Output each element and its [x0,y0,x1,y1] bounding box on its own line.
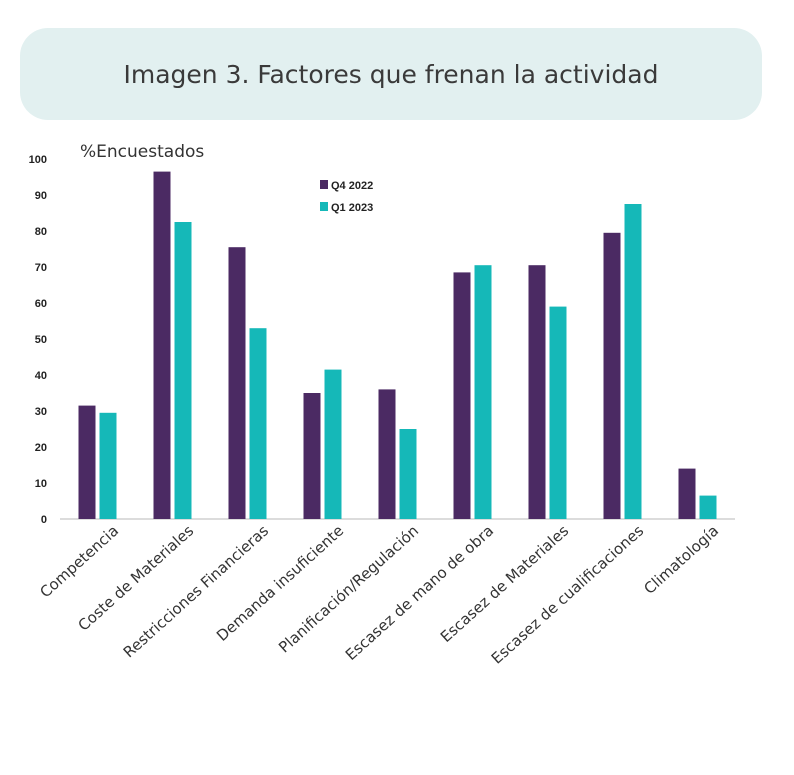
y-tick-label: 30 [35,406,47,418]
y-tick-label: 20 [35,442,47,454]
bar-q1-2023 [324,369,342,519]
bar-q1-2023 [174,222,192,519]
bar-q1-2023 [474,265,492,519]
y-tick-label: 90 [35,190,47,202]
y-tick-label: 60 [35,298,47,310]
bar-q1-2023 [99,412,117,519]
bar-q4-2022 [228,247,246,519]
bar-q4-2022 [678,468,696,519]
y-tick-label: 50 [35,334,47,346]
x-tick-label: Climatología [640,522,722,598]
bar-q4-2022 [153,171,171,519]
legend-swatch [320,202,328,211]
y-tick-label: 40 [35,370,47,382]
x-tick-label: Demanda insuficiente [213,522,347,645]
bar-q4-2022 [378,389,396,519]
bar-q1-2023 [624,204,642,519]
bar-q1-2023 [549,306,567,519]
x-tick-label: Escasez de cualificaciones [488,521,648,667]
bar-q4-2022 [528,265,546,519]
bar-q4-2022 [603,232,621,520]
y-tick-label: 10 [35,478,47,490]
y-tick-label: 70 [35,262,47,274]
legend-swatch [320,180,328,189]
y-tick-label: 0 [41,514,47,526]
legend-label: Q4 2022 [331,180,373,192]
x-tick-label: Planificación/Regulación [275,522,422,657]
y-tick-label: 80 [35,226,47,238]
x-tick-label: Escasez de mano de obra [342,522,497,664]
y-axis-label: %Encuestados [80,142,204,162]
y-tick-label: 100 [29,154,47,166]
x-tick-label: Restricciones Financieras [120,521,273,661]
bar-q4-2022 [303,393,321,519]
bar-q1-2023 [699,495,717,519]
x-tick-label: Escasez de Materiales [437,521,572,646]
bar-q1-2023 [249,328,267,519]
bar-q1-2023 [399,429,417,519]
legend-label: Q1 2023 [331,202,373,214]
chart-title-box: Imagen 3. Factores que frenan la activid… [20,28,762,120]
chart-title: Imagen 3. Factores que frenan la activid… [123,59,659,89]
bar-q4-2022 [78,405,96,519]
bar-q4-2022 [453,272,471,519]
